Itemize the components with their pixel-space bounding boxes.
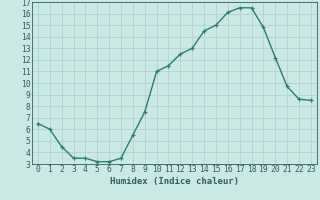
- X-axis label: Humidex (Indice chaleur): Humidex (Indice chaleur): [110, 177, 239, 186]
